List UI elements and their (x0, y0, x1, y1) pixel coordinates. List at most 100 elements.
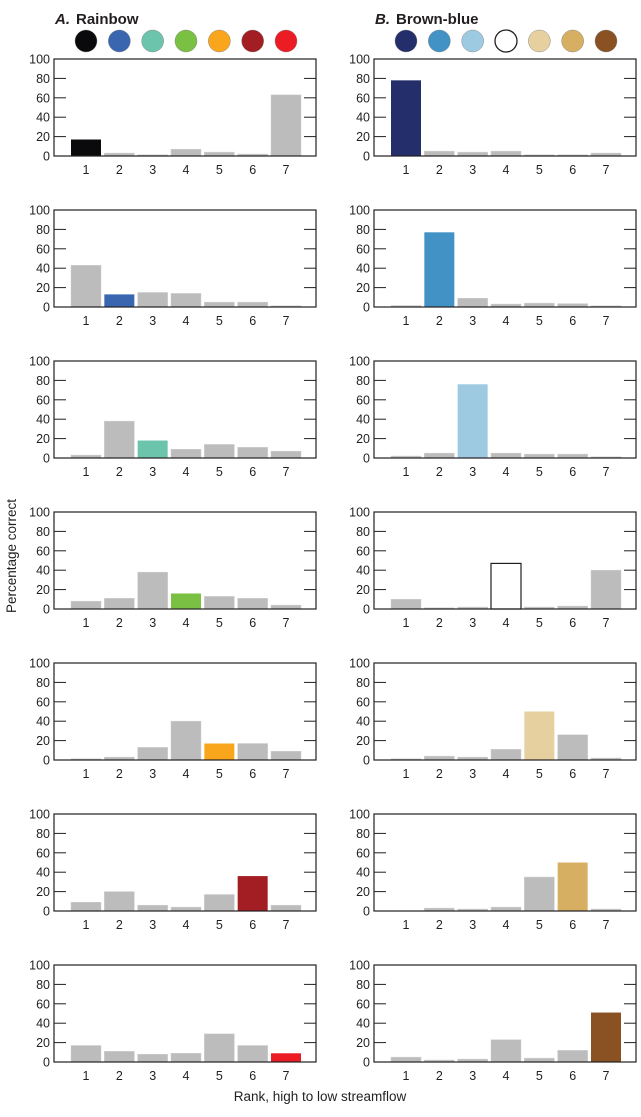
x-tick-label: 3 (149, 163, 156, 177)
x-tick-label: 7 (283, 465, 290, 479)
x-tick-label: 6 (249, 465, 256, 479)
x-tick-label: 7 (603, 918, 610, 932)
x-tick-label: 4 (503, 163, 510, 177)
y-tick-label: 100 (349, 506, 370, 520)
bar-rank-2 (104, 1051, 135, 1063)
bar-rank-6 (237, 876, 268, 911)
subplot-row-4: 0 20 40 60 80 100 1 2 3 4 5 6 7 (349, 506, 637, 630)
x-axis-label: Rank, high to low streamflow (234, 1089, 407, 1104)
bar-rank-7 (270, 94, 302, 157)
bar-rank-7 (591, 1012, 621, 1062)
plot-frame (53, 662, 317, 761)
y-axis-label: Percentage correct (4, 499, 19, 613)
y-tick-label: 40 (36, 564, 50, 578)
bar-rank-6 (557, 862, 588, 911)
y-tick-label: 0 (43, 754, 50, 768)
bar-rank-6 (237, 1045, 268, 1063)
bar-rank-6 (237, 447, 268, 459)
x-tick-label: 3 (149, 918, 156, 932)
x-tick-label: 6 (569, 1069, 576, 1083)
x-tick-label: 7 (603, 1069, 610, 1083)
x-tick-label: 1 (83, 1069, 90, 1083)
bar-rank-1 (70, 265, 102, 308)
x-tick-label: 5 (216, 616, 223, 630)
subplot-row-7: 0 20 40 60 80 100 1 2 3 4 5 6 7 (29, 959, 317, 1083)
x-tick-label: 5 (536, 465, 543, 479)
y-tick-label: 0 (363, 150, 370, 164)
y-tick-label: 0 (363, 452, 370, 466)
x-tick-label: 5 (216, 314, 223, 328)
subplot-row-5: 0 20 40 60 80 100 1 2 3 4 5 6 7 (29, 657, 317, 781)
panel-title: B. Brown-blue (375, 11, 479, 28)
x-tick-label: 1 (403, 163, 410, 177)
bar-rank-2 (104, 294, 135, 307)
bar-rank-1 (70, 1045, 102, 1063)
x-tick-label: 1 (83, 314, 90, 328)
bar-rank-4 (490, 1039, 522, 1063)
x-tick-label: 6 (249, 918, 256, 932)
legend-swatch-1 (394, 29, 418, 53)
bar-rank-3 (137, 292, 168, 308)
bar-rank-2 (424, 150, 455, 157)
x-tick-label: 4 (503, 767, 510, 781)
subplot-row-5: 0 20 40 60 80 100 1 2 3 4 5 6 7 (349, 657, 637, 781)
x-tick-label: 6 (249, 1069, 256, 1083)
y-tick-label: 20 (356, 734, 370, 748)
bar-rank-3 (137, 1053, 168, 1063)
x-tick-label: 3 (469, 465, 476, 479)
subplot-row-3: 0 20 40 60 80 100 1 2 3 4 5 6 7 (349, 355, 637, 479)
x-tick-label: 6 (569, 918, 576, 932)
legend-swatch-4 (494, 29, 518, 53)
x-tick-label: 3 (149, 465, 156, 479)
y-tick-label: 100 (349, 657, 370, 671)
y-tick-label: 20 (36, 1036, 50, 1050)
x-tick-label: 1 (83, 918, 90, 932)
y-tick-label: 40 (36, 1017, 50, 1031)
x-tick-label: 3 (469, 767, 476, 781)
plot-frame (373, 360, 637, 459)
y-tick-label: 20 (36, 885, 50, 899)
y-tick-label: 100 (29, 959, 50, 973)
x-tick-label: 1 (83, 465, 90, 479)
y-tick-label: 20 (356, 130, 370, 144)
legend-swatch-6 (241, 29, 264, 53)
y-tick-label: 20 (36, 281, 50, 295)
x-tick-label: 5 (216, 465, 223, 479)
y-tick-label: 0 (43, 603, 50, 617)
bar-rank-4 (170, 449, 202, 459)
x-tick-label: 6 (249, 314, 256, 328)
x-tick-label: 2 (116, 163, 123, 177)
bar-rank-4 (490, 150, 522, 157)
bar-rank-1 (70, 902, 102, 912)
bar-rank-2 (424, 232, 455, 307)
y-tick-label: 60 (356, 393, 370, 407)
x-tick-label: 2 (436, 163, 443, 177)
x-tick-label: 5 (216, 163, 223, 177)
y-tick-label: 20 (356, 885, 370, 899)
y-tick-label: 20 (356, 432, 370, 446)
x-tick-label: 7 (603, 163, 610, 177)
bar-rank-3 (137, 747, 168, 761)
y-tick-label: 100 (29, 657, 50, 671)
legend-swatch-5 (528, 29, 551, 53)
x-tick-label: 6 (569, 163, 576, 177)
y-tick-label: 100 (29, 808, 50, 822)
bar-rank-6 (557, 734, 588, 761)
x-tick-label: 5 (536, 616, 543, 630)
x-tick-label: 4 (503, 314, 510, 328)
x-tick-label: 6 (249, 163, 256, 177)
plot-frame (53, 511, 317, 610)
y-tick-label: 60 (356, 91, 370, 105)
legend-swatch-4 (174, 29, 198, 53)
bar-rank-1 (71, 139, 101, 156)
y-tick-label: 60 (36, 695, 50, 709)
y-tick-label: 60 (356, 997, 370, 1011)
x-tick-label: 4 (503, 465, 510, 479)
bar-rank-4 (171, 593, 201, 609)
x-tick-label: 3 (469, 314, 476, 328)
bar-rank-2 (424, 452, 455, 459)
y-tick-label: 0 (43, 301, 50, 315)
y-tick-label: 60 (36, 846, 50, 860)
x-tick-label: 3 (469, 163, 476, 177)
